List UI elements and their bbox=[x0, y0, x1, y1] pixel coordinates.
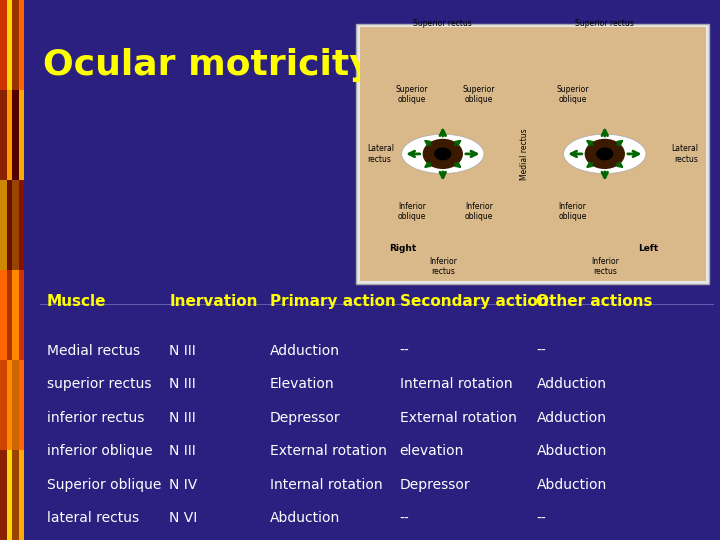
Bar bbox=[19, 450, 24, 540]
Text: Ocular motricity: Ocular motricity bbox=[43, 48, 373, 82]
Text: Adduction: Adduction bbox=[536, 411, 606, 425]
Text: Right: Right bbox=[390, 244, 417, 253]
Bar bbox=[0, 450, 7, 540]
Text: --: -- bbox=[536, 511, 546, 525]
Circle shape bbox=[434, 147, 451, 160]
Text: N III: N III bbox=[169, 444, 196, 458]
Bar bbox=[356, 24, 709, 284]
Text: Medial rectus: Medial rectus bbox=[47, 344, 140, 358]
Text: Lateral
rectus: Lateral rectus bbox=[671, 144, 698, 164]
Text: Depressor: Depressor bbox=[270, 411, 341, 425]
Bar bbox=[12, 90, 19, 180]
Bar bbox=[0, 270, 7, 360]
Text: N VI: N VI bbox=[169, 511, 197, 525]
Text: Internal rotation: Internal rotation bbox=[270, 478, 382, 492]
Text: Adduction: Adduction bbox=[270, 344, 340, 358]
Circle shape bbox=[596, 147, 613, 160]
Text: lateral rectus: lateral rectus bbox=[47, 511, 139, 525]
Text: Internal rotation: Internal rotation bbox=[400, 377, 512, 392]
Bar bbox=[12, 180, 19, 270]
Text: --: -- bbox=[400, 511, 410, 525]
Text: Superior oblique: Superior oblique bbox=[47, 478, 161, 492]
Text: Superior
oblique: Superior oblique bbox=[556, 85, 589, 104]
Text: --: -- bbox=[536, 344, 546, 358]
Text: External rotation: External rotation bbox=[270, 444, 387, 458]
Text: superior rectus: superior rectus bbox=[47, 377, 151, 392]
Text: Superior rectus: Superior rectus bbox=[413, 19, 472, 28]
Ellipse shape bbox=[564, 134, 646, 173]
Text: inferior rectus: inferior rectus bbox=[47, 411, 144, 425]
Bar bbox=[12, 360, 19, 450]
Text: Lateral
rectus: Lateral rectus bbox=[367, 144, 395, 164]
Bar bbox=[0, 180, 7, 270]
Bar bbox=[19, 180, 24, 270]
Text: Superior
oblique: Superior oblique bbox=[395, 85, 428, 104]
Bar bbox=[0, 360, 7, 450]
Bar bbox=[7, 90, 12, 180]
Text: N III: N III bbox=[169, 344, 196, 358]
Ellipse shape bbox=[402, 134, 484, 173]
Circle shape bbox=[423, 139, 463, 169]
Text: Inervation: Inervation bbox=[169, 294, 258, 309]
Bar bbox=[19, 360, 24, 450]
Text: Medial rectus: Medial rectus bbox=[520, 128, 528, 180]
Text: Inferior
oblique: Inferior oblique bbox=[397, 202, 426, 221]
Text: External rotation: External rotation bbox=[400, 411, 516, 425]
Bar bbox=[0, 90, 7, 180]
Text: Inferior
rectus: Inferior rectus bbox=[591, 257, 618, 276]
Bar bbox=[0, 0, 7, 90]
Text: inferior oblique: inferior oblique bbox=[47, 444, 153, 458]
Text: Inferior
rectus: Inferior rectus bbox=[429, 257, 456, 276]
Text: Superior rectus: Superior rectus bbox=[575, 19, 634, 28]
Text: N III: N III bbox=[169, 411, 196, 425]
Text: Inferior
oblique: Inferior oblique bbox=[464, 202, 493, 221]
Bar bbox=[12, 0, 19, 90]
Bar bbox=[12, 450, 19, 540]
Bar bbox=[7, 360, 12, 450]
Text: Superior
oblique: Superior oblique bbox=[462, 85, 495, 104]
Text: Abduction: Abduction bbox=[536, 444, 607, 458]
Text: Primary action: Primary action bbox=[270, 294, 396, 309]
Bar bbox=[7, 0, 12, 90]
Bar bbox=[7, 180, 12, 270]
Text: Depressor: Depressor bbox=[400, 478, 470, 492]
Text: --: -- bbox=[400, 344, 410, 358]
Bar bbox=[360, 27, 706, 281]
Bar bbox=[7, 450, 12, 540]
Circle shape bbox=[585, 139, 625, 169]
Text: Other actions: Other actions bbox=[536, 294, 653, 309]
Bar bbox=[12, 270, 19, 360]
Text: Abduction: Abduction bbox=[536, 478, 607, 492]
Bar bbox=[19, 0, 24, 90]
Text: N III: N III bbox=[169, 377, 196, 392]
Text: Muscle: Muscle bbox=[47, 294, 107, 309]
Text: Abduction: Abduction bbox=[270, 511, 341, 525]
Text: elevation: elevation bbox=[400, 444, 464, 458]
Bar bbox=[19, 270, 24, 360]
Text: Left: Left bbox=[638, 244, 658, 253]
Text: Elevation: Elevation bbox=[270, 377, 335, 392]
Text: Inferior
oblique: Inferior oblique bbox=[558, 202, 587, 221]
Bar bbox=[7, 270, 12, 360]
Bar bbox=[19, 90, 24, 180]
Text: Secondary action: Secondary action bbox=[400, 294, 548, 309]
Text: N IV: N IV bbox=[169, 478, 197, 492]
Text: Adduction: Adduction bbox=[536, 377, 606, 392]
